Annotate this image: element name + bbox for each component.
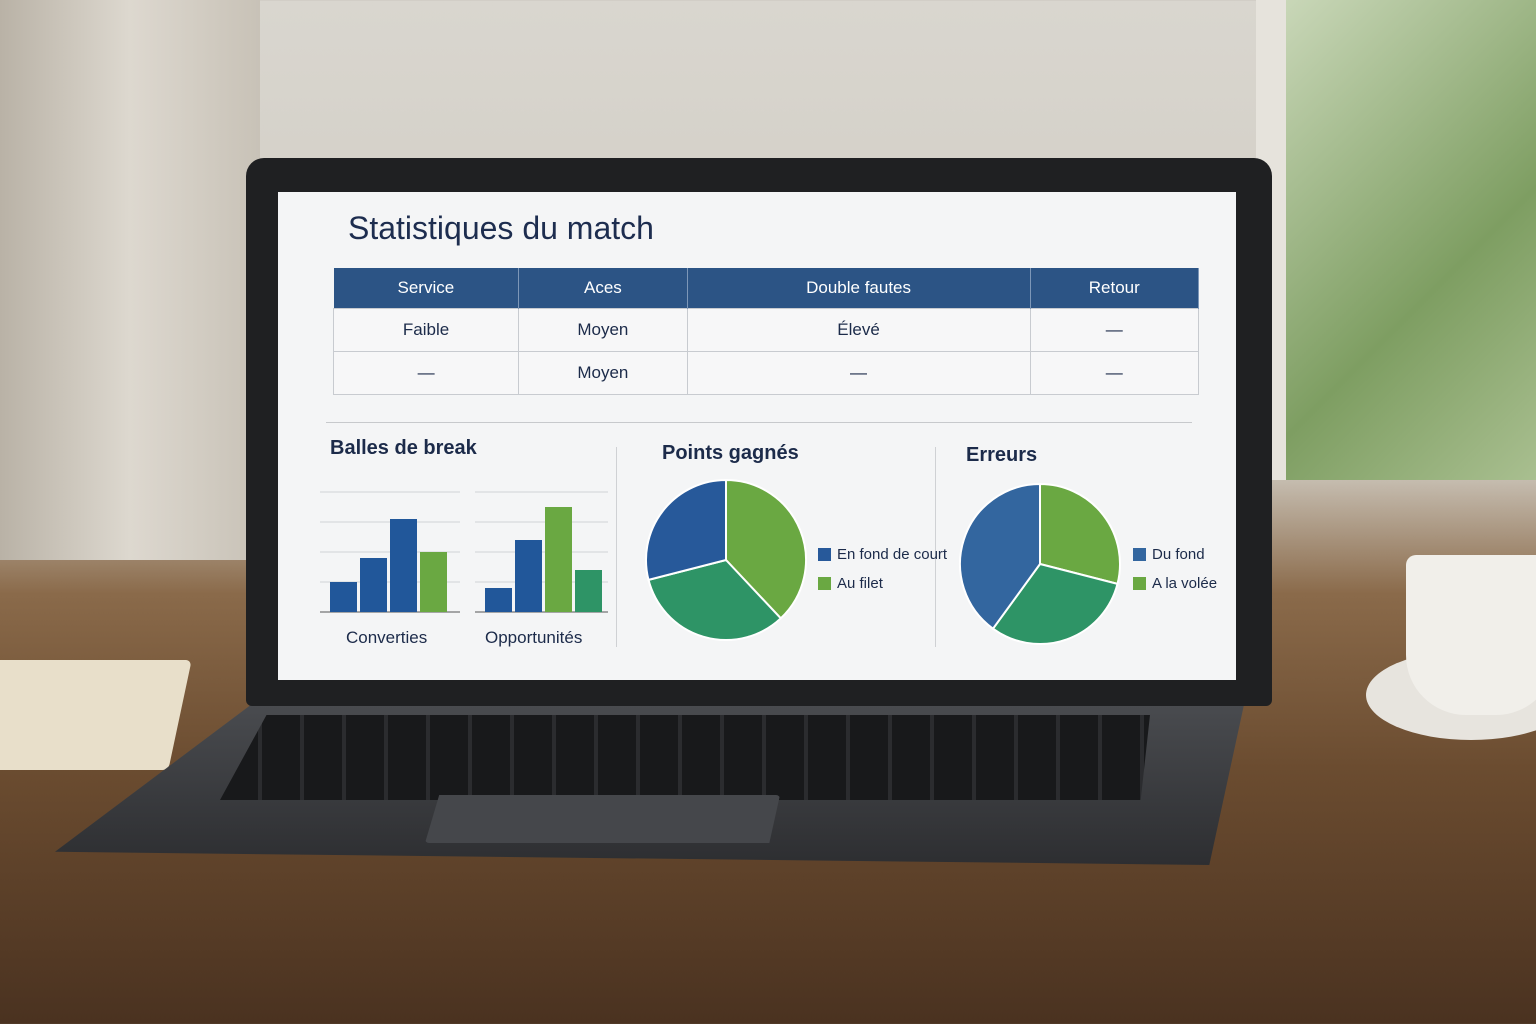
bar-chart xyxy=(320,491,608,613)
stats-table: Service Aces Double fautes Retour Faible… xyxy=(332,268,1199,395)
col-header: Service xyxy=(333,268,520,308)
notebook xyxy=(0,660,192,770)
coffee-cup xyxy=(1406,555,1536,715)
window xyxy=(1256,0,1536,480)
keyboard[interactable] xyxy=(220,715,1150,800)
cell: — xyxy=(1029,350,1199,395)
legend-label: Au filet xyxy=(837,575,883,592)
legend-label: Du fond xyxy=(1152,546,1205,563)
pie-slice xyxy=(959,482,1041,631)
legend: Du fond A la volée xyxy=(1133,546,1217,604)
cell: — xyxy=(332,350,520,395)
table-row: — Moyen — — xyxy=(332,350,1199,395)
legend-label: En fond de court xyxy=(837,546,948,563)
legend-label: A la volée xyxy=(1152,575,1218,592)
divider xyxy=(935,447,936,647)
legend-item: En fond de court xyxy=(818,546,947,563)
divider xyxy=(616,447,617,647)
pie-slice xyxy=(1039,482,1121,586)
bar-group-label: Converties xyxy=(346,628,428,647)
legend-item: A la volée xyxy=(1133,575,1217,592)
bar xyxy=(420,552,447,612)
bar xyxy=(390,519,417,612)
cell: — xyxy=(1029,307,1199,352)
table-row: Faible Moyen Élevé — xyxy=(332,307,1199,352)
cell: — xyxy=(686,350,1031,395)
chart-title: Points gagnés xyxy=(662,442,799,464)
table-header: Service Aces Double fautes Retour xyxy=(333,268,1199,308)
legend: En fond de court Au filet xyxy=(818,546,947,604)
curtain xyxy=(0,0,260,560)
screen: Statistiques du match Service Aces Doubl… xyxy=(278,192,1236,680)
page-title: Statistiques du match xyxy=(348,210,654,246)
col-header: Retour xyxy=(1030,268,1199,308)
pie-chart xyxy=(645,478,807,641)
legend-item: Du fond xyxy=(1133,546,1217,563)
bar xyxy=(330,582,357,612)
cell: Faible xyxy=(332,307,520,352)
legend-swatch xyxy=(818,548,831,561)
chart-title: Erreurs xyxy=(966,444,1038,466)
legend-swatch xyxy=(1133,577,1146,590)
cell: Élevé xyxy=(686,307,1031,352)
legend-swatch xyxy=(1133,548,1146,561)
legend-item: Au filet xyxy=(818,575,947,592)
bar xyxy=(545,507,572,612)
bar-group-label: Opportunités xyxy=(485,628,583,647)
pie-slice xyxy=(647,558,783,641)
pie-chart xyxy=(959,482,1121,645)
bar xyxy=(485,588,512,612)
col-header: Double fautes xyxy=(687,268,1031,308)
cell: Moyen xyxy=(518,350,688,395)
legend-swatch xyxy=(818,577,831,590)
bar xyxy=(515,540,542,612)
bar xyxy=(575,570,602,612)
trackpad[interactable] xyxy=(425,795,780,843)
pie-slice xyxy=(725,478,807,620)
chart-title: Balles de break xyxy=(330,437,477,459)
divider xyxy=(326,422,1192,423)
pie-slice xyxy=(645,478,727,582)
pie-slice xyxy=(991,562,1119,645)
bar xyxy=(360,558,387,612)
col-header: Aces xyxy=(518,268,688,308)
cell: Moyen xyxy=(518,307,688,352)
